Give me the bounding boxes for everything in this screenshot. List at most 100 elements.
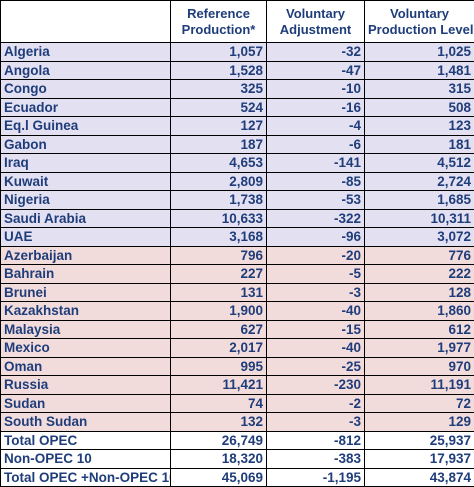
country-cell: Kuwait [1, 172, 171, 191]
country-cell: Angola [1, 61, 171, 80]
country-cell: South Sudan [1, 413, 171, 432]
reference-production-cell: 11,421 [171, 376, 267, 395]
country-cell: Russia [1, 376, 171, 395]
voluntary-production-level-cell: 508 [365, 98, 474, 117]
voluntary-adjustment-cell: -2 [267, 394, 365, 413]
voluntary-production-level-cell: 129 [365, 413, 474, 432]
header-reference-production: Reference Production* [171, 1, 267, 43]
voluntary-adjustment-cell: -10 [267, 80, 365, 99]
country-cell: Malaysia [1, 320, 171, 339]
country-cell: Iraq [1, 154, 171, 173]
voluntary-adjustment-cell: -322 [267, 209, 365, 228]
voluntary-adjustment-cell: -383 [267, 450, 365, 469]
voluntary-production-level-cell: 181 [365, 135, 474, 154]
reference-production-cell: 1,057 [171, 43, 267, 62]
voluntary-production-level-cell: 128 [365, 283, 474, 302]
voluntary-adjustment-cell: -15 [267, 320, 365, 339]
country-cell: Brunei [1, 283, 171, 302]
voluntary-production-level-cell: 612 [365, 320, 474, 339]
voluntary-adjustment-cell: -96 [267, 228, 365, 247]
country-cell: Gabon [1, 135, 171, 154]
voluntary-adjustment-cell: -40 [267, 339, 365, 358]
reference-production-cell: 18,320 [171, 450, 267, 469]
voluntary-adjustment-cell: -47 [267, 61, 365, 80]
country-cell: Eq.l Guinea [1, 117, 171, 136]
voluntary-production-level-cell: 776 [365, 246, 474, 265]
voluntary-production-level-cell: 1,025 [365, 43, 474, 62]
reference-production-cell: 524 [171, 98, 267, 117]
country-cell: Nigeria [1, 191, 171, 210]
country-cell: Saudi Arabia [1, 209, 171, 228]
reference-production-cell: 1,900 [171, 302, 267, 321]
voluntary-production-level-cell: 1,685 [365, 191, 474, 210]
reference-production-cell: 131 [171, 283, 267, 302]
header-level-line1: Voluntary [368, 6, 471, 22]
voluntary-production-level-cell: 4,512 [365, 154, 474, 173]
voluntary-adjustment-cell: -32 [267, 43, 365, 62]
voluntary-production-level-cell: 72 [365, 394, 474, 413]
voluntary-adjustment-cell: -4 [267, 117, 365, 136]
reference-production-cell: 227 [171, 265, 267, 284]
reference-production-cell: 74 [171, 394, 267, 413]
voluntary-production-level-cell: 25,937 [365, 431, 474, 450]
reference-production-cell: 3,168 [171, 228, 267, 247]
voluntary-production-level-cell: 1,860 [365, 302, 474, 321]
voluntary-adjustment-cell: -16 [267, 98, 365, 117]
voluntary-adjustment-cell: -812 [267, 431, 365, 450]
voluntary-production-level-cell: 10,311 [365, 209, 474, 228]
voluntary-production-level-cell: 970 [365, 357, 474, 376]
reference-production-cell: 1,738 [171, 191, 267, 210]
header-reference-line2: Production* [174, 22, 263, 38]
reference-production-cell: 796 [171, 246, 267, 265]
voluntary-adjustment-cell: -3 [267, 283, 365, 302]
reference-production-cell: 325 [171, 80, 267, 99]
voluntary-adjustment-cell: -3 [267, 413, 365, 432]
reference-production-cell: 1,528 [171, 61, 267, 80]
voluntary-adjustment-cell: -230 [267, 376, 365, 395]
header-row: Reference Production* Voluntary Adjustme… [1, 1, 474, 43]
voluntary-production-level-cell: 315 [365, 80, 474, 99]
voluntary-production-level-cell: 123 [365, 117, 474, 136]
header-country [1, 1, 171, 43]
voluntary-adjustment-cell: -53 [267, 191, 365, 210]
voluntary-production-level-cell: 2,724 [365, 172, 474, 191]
reference-production-cell: 627 [171, 320, 267, 339]
country-cell: UAE [1, 228, 171, 247]
header-adjustment-line2: Adjustment [270, 22, 361, 38]
country-cell: Total OPEC [1, 431, 171, 450]
header-level-line2: Production Level [368, 22, 471, 38]
reference-production-cell: 132 [171, 413, 267, 432]
voluntary-adjustment-cell: -5 [267, 265, 365, 284]
country-cell: Sudan [1, 394, 171, 413]
country-cell: Azerbaijan [1, 246, 171, 265]
reference-production-cell: 187 [171, 135, 267, 154]
voluntary-adjustment-cell: -25 [267, 357, 365, 376]
header-reference-line1: Reference [174, 6, 263, 22]
reference-production-cell: 26,749 [171, 431, 267, 450]
voluntary-adjustment-cell: -40 [267, 302, 365, 321]
voluntary-production-level-cell: 17,937 [365, 450, 474, 469]
header-voluntary-adjustment: Voluntary Adjustment [267, 1, 365, 43]
reference-production-cell: 995 [171, 357, 267, 376]
voluntary-production-level-cell: 222 [365, 265, 474, 284]
country-cell: Algeria [1, 43, 171, 62]
voluntary-production-level-cell: 3,072 [365, 228, 474, 247]
voluntary-production-level-cell: 1,481 [365, 61, 474, 80]
